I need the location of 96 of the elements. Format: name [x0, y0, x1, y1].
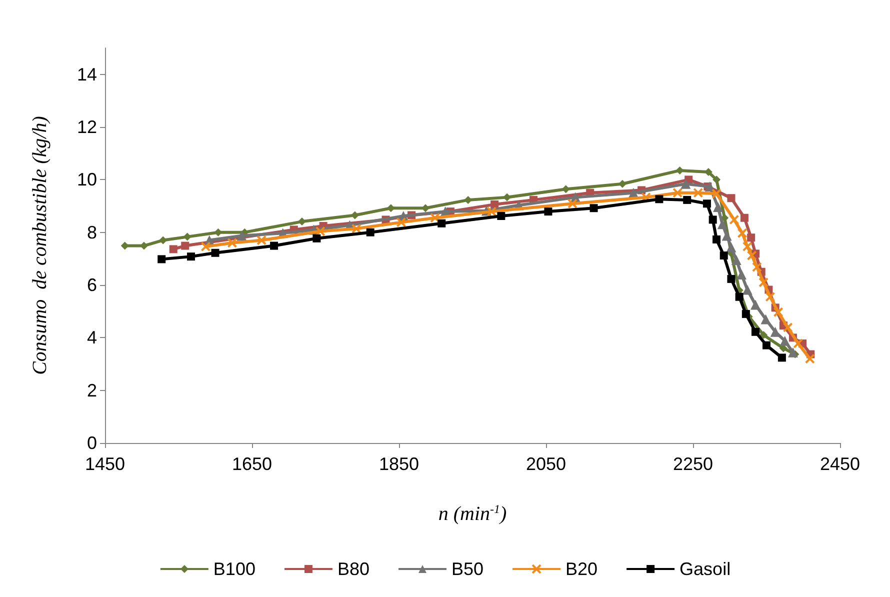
point: [722, 230, 732, 241]
y-tick-label: 0: [86, 433, 97, 453]
point: [544, 208, 552, 216]
point: [256, 235, 267, 246]
point: [438, 219, 446, 228]
point: [746, 250, 757, 261]
point: [750, 300, 760, 310]
point: [704, 182, 715, 192]
point: [396, 217, 406, 228]
point: [211, 248, 220, 257]
point: [758, 277, 769, 288]
y-tick-label: 2: [86, 380, 97, 400]
point: [680, 178, 691, 189]
point: [780, 336, 790, 346]
point: [590, 204, 598, 212]
point: [729, 214, 740, 225]
point: [702, 200, 711, 208]
point: [227, 238, 238, 248]
point: [712, 176, 721, 184]
point: [793, 338, 804, 348]
point: [312, 234, 321, 242]
point: [773, 307, 784, 318]
point: [735, 292, 744, 301]
point: [752, 262, 762, 272]
point: [200, 242, 211, 252]
point: [503, 193, 512, 202]
point: [676, 166, 684, 174]
point: [683, 196, 692, 204]
point: [693, 188, 704, 198]
point: [567, 198, 578, 209]
point: [788, 347, 798, 358]
point: [736, 269, 747, 280]
legend-label: B50: [451, 559, 484, 579]
point: [386, 204, 395, 212]
point: [712, 202, 723, 212]
point: [672, 188, 683, 198]
y-tick-label: 4: [86, 328, 97, 348]
point: [712, 235, 721, 244]
point: [742, 310, 750, 318]
point: [717, 219, 728, 230]
y-tick-label: 14: [76, 64, 97, 84]
point: [740, 214, 748, 222]
x-tick-label: 2250: [672, 454, 714, 474]
y-tick-label: 8: [86, 222, 97, 242]
point: [742, 242, 752, 252]
point: [159, 236, 168, 244]
point: [720, 252, 728, 260]
legend-label: B20: [566, 559, 598, 579]
point: [760, 331, 768, 340]
point: [169, 245, 178, 254]
y-tick-label: 10: [76, 170, 97, 190]
legend-label: B100: [213, 559, 256, 579]
point: [236, 230, 247, 241]
x-tick-label: 2050: [526, 454, 566, 474]
point: [747, 234, 756, 242]
point: [618, 180, 626, 188]
legend-label: Gasoil: [680, 559, 731, 579]
point: [158, 255, 166, 264]
point: [742, 284, 752, 295]
point: [490, 200, 499, 208]
point: [351, 224, 362, 234]
point: [655, 195, 664, 204]
point: [712, 188, 722, 199]
point: [350, 211, 359, 220]
point: [270, 242, 278, 250]
point: [315, 226, 326, 236]
point: [760, 314, 771, 324]
point: [298, 218, 306, 226]
point: [183, 232, 192, 241]
point: [765, 292, 776, 302]
legend-label: B80: [337, 559, 370, 579]
x-tick-label: 1450: [84, 454, 126, 474]
y-axis-title: Consumo de combustible (kg/h): [29, 116, 51, 375]
point: [731, 254, 742, 265]
point: [778, 354, 786, 362]
point: [751, 328, 760, 336]
point: [562, 185, 570, 194]
point: [782, 322, 793, 332]
point: [366, 228, 374, 236]
point: [737, 228, 748, 238]
point: [762, 341, 770, 350]
point: [486, 206, 497, 217]
x-tick-label: 1850: [378, 454, 420, 474]
y-tick-label: 6: [86, 275, 97, 295]
point: [186, 252, 195, 261]
x-tick-label: 1650: [232, 454, 272, 474]
point: [726, 242, 736, 252]
point: [430, 212, 440, 223]
point: [497, 212, 506, 220]
point: [804, 354, 815, 364]
x-tick-label: 2450: [820, 454, 860, 474]
point: [708, 216, 717, 224]
point: [727, 194, 736, 202]
point: [727, 274, 736, 283]
y-tick-label: 12: [76, 117, 97, 137]
point: [181, 242, 190, 250]
